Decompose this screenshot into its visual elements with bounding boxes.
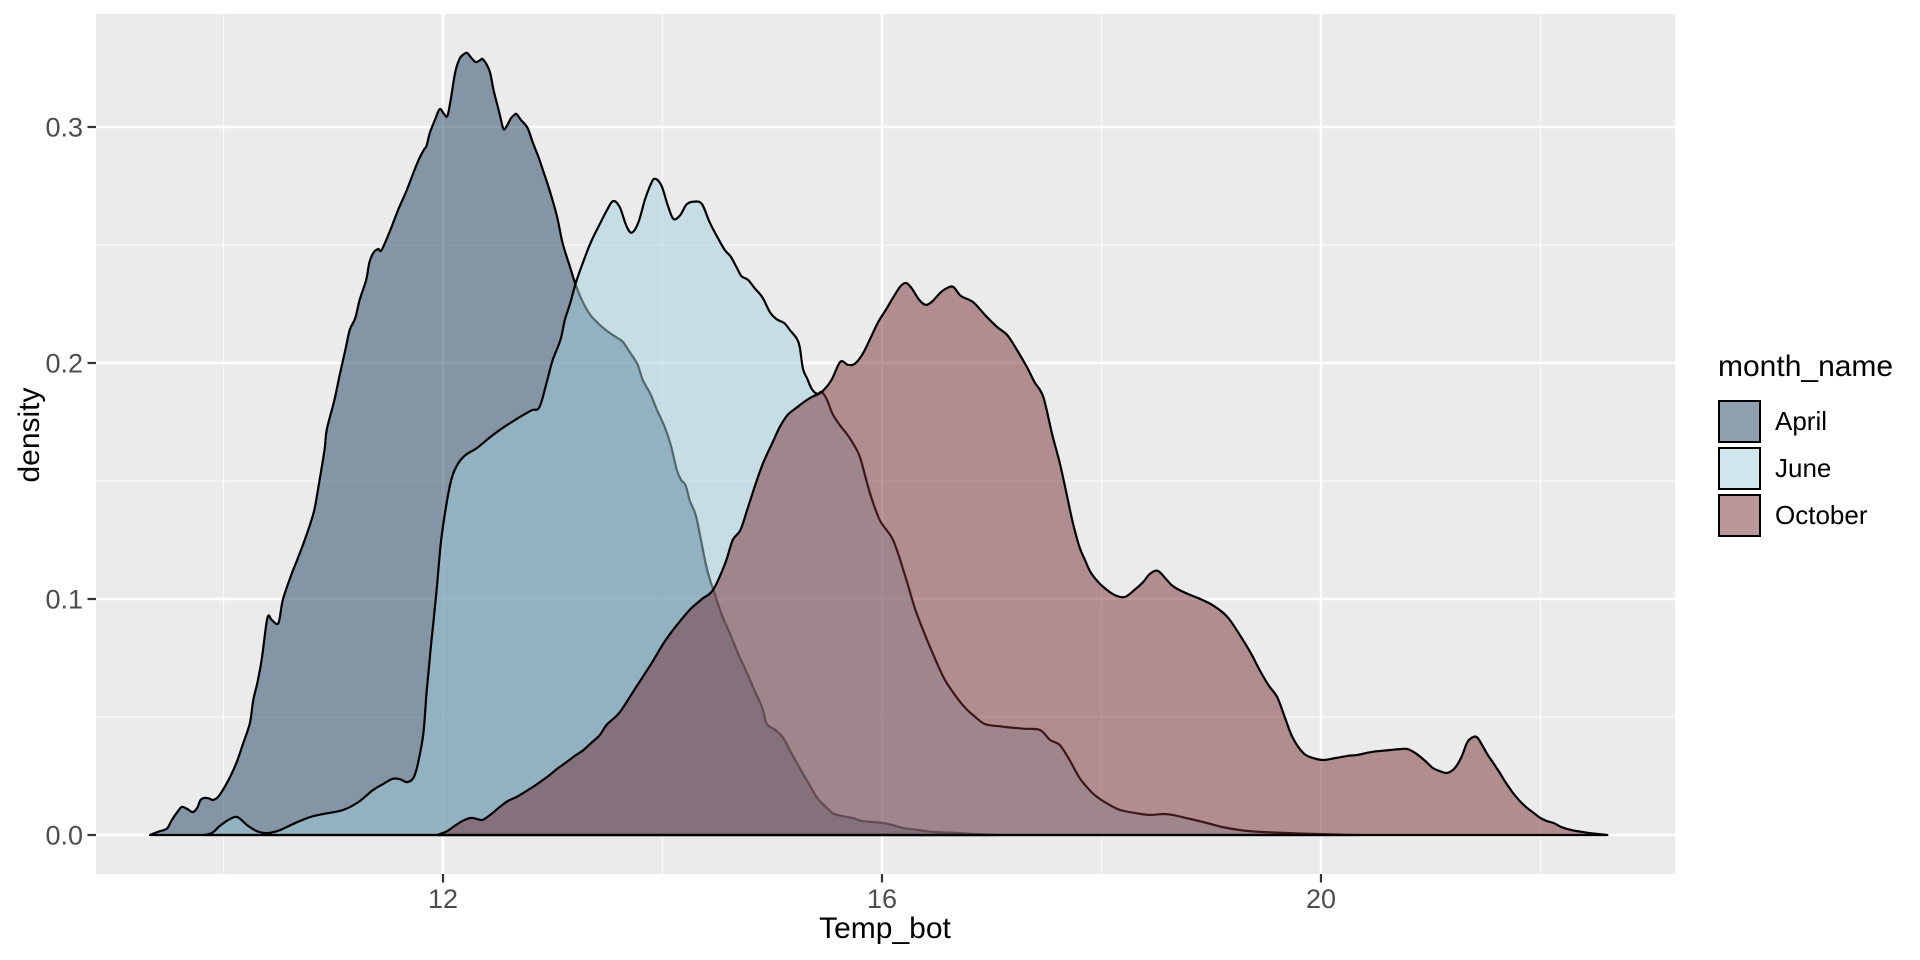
x-axis-title: Temp_bot — [819, 912, 951, 945]
legend-label-april: April — [1775, 406, 1828, 436]
y-axis-tick-label: 0.2 — [45, 348, 83, 378]
x-axis-tick-label: 12 — [428, 884, 458, 914]
y-axis-title: density — [13, 387, 46, 483]
y-axis-tick-label: 0.0 — [45, 821, 83, 851]
legend-key-october-swatch — [1718, 494, 1761, 537]
x-axis-tick-label: 20 — [1306, 884, 1336, 914]
legend-title: month_name — [1718, 350, 1894, 383]
legend-label-june: June — [1775, 453, 1832, 483]
legend-item-october: October — [1718, 494, 1893, 537]
legend: month_name April June October — [1718, 350, 1893, 541]
legend-key-april-swatch — [1718, 400, 1761, 443]
legend-item-april: April — [1718, 400, 1893, 443]
legend-item-june: June — [1718, 447, 1893, 490]
y-axis-tick-label: 0.1 — [45, 585, 83, 615]
y-axis-tick-label: 0.3 — [45, 112, 83, 142]
density-area-october — [436, 281, 1609, 837]
legend-label-october: October — [1775, 500, 1868, 530]
legend-key-june-swatch — [1718, 447, 1761, 490]
x-axis-tick-label: 16 — [867, 884, 897, 914]
